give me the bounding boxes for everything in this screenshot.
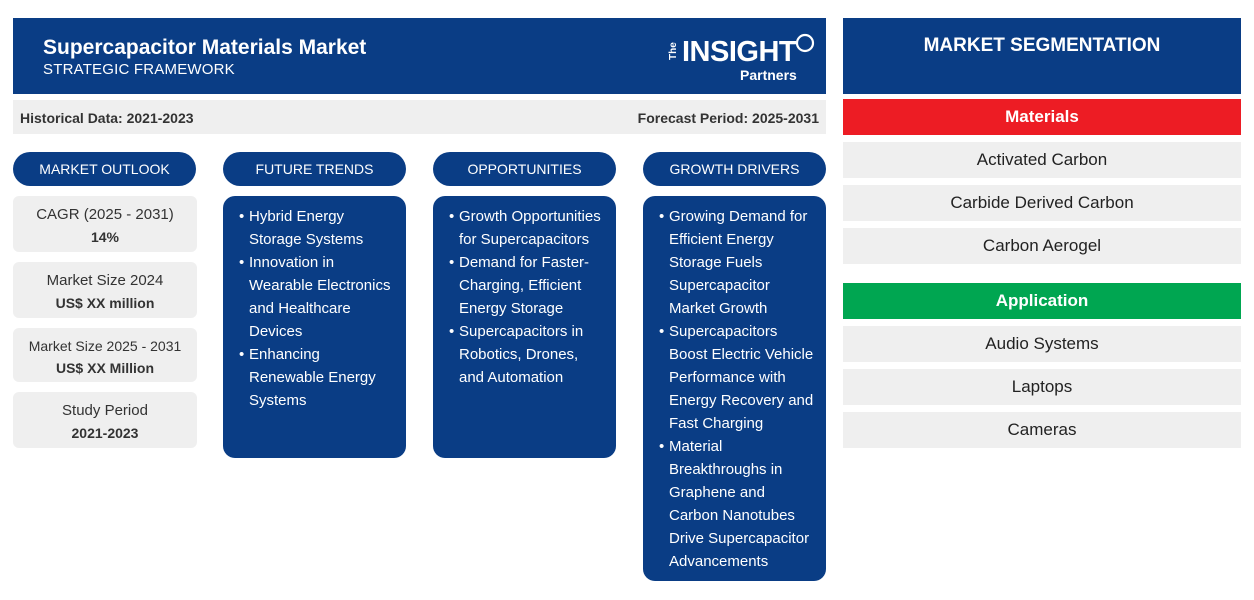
logo-the-text: The: [668, 42, 679, 60]
logo-partners-text: Partners: [740, 67, 797, 83]
study-period-value: 2021-2023: [71, 425, 139, 441]
market-outlook-header: MARKET OUTLOOK: [13, 152, 196, 186]
growth-drivers-panel: Growing Demand for Efficient Energy Stor…: [643, 196, 826, 581]
insight-partners-logo: The INSIGHT Partners: [668, 30, 818, 86]
cagr-card: CAGR (2025 - 2031) 14%: [13, 196, 197, 252]
market-size-2024-value: US$ XX million: [55, 295, 155, 311]
list-item: Enhancing Renewable Energy Systems: [239, 343, 396, 412]
list-item: Growing Demand for Efficient Energy Stor…: [659, 205, 816, 320]
segment-item-cameras: Cameras: [843, 412, 1241, 448]
study-period-card: Study Period 2021-2023: [13, 392, 197, 448]
segment-item-carbide-derived-carbon: Carbide Derived Carbon: [843, 185, 1241, 221]
list-item: Supercapacitors in Robotics, Drones, and…: [449, 320, 606, 389]
materials-header: Materials: [843, 99, 1241, 135]
report-header: Supercapacitor Materials Market STRATEGI…: [13, 18, 826, 94]
cagr-label: CAGR (2025 - 2031): [36, 206, 174, 223]
market-segmentation-title: MARKET SEGMENTATION: [843, 18, 1241, 94]
market-size-forecast-card: Market Size 2025 - 2031 US$ XX Million: [13, 328, 197, 382]
list-item: Supercapacitors Boost Electric Vehicle P…: [659, 320, 816, 435]
segment-item-carbon-aerogel: Carbon Aerogel: [843, 228, 1241, 264]
report-title: Supercapacitor Materials Market: [43, 36, 367, 59]
market-size-forecast-label: Market Size 2025 - 2031: [28, 338, 182, 354]
historical-data: Historical Data: 2021-2023: [20, 110, 194, 126]
list-item: Growth Opportunities for Supercapacitors: [449, 205, 606, 251]
logo-swoosh-icon: [795, 33, 815, 53]
segment-item-audio-systems: Audio Systems: [843, 326, 1241, 362]
study-period-label: Study Period: [62, 402, 148, 419]
logo-insight-text: INSIGHT: [682, 36, 797, 68]
market-size-2024-card: Market Size 2024 US$ XX million: [13, 262, 197, 318]
list-item: Material Breakthroughs in Graphene and C…: [659, 435, 816, 573]
future-trends-header: FUTURE TRENDS: [223, 152, 406, 186]
list-item: Hybrid Energy Storage Systems: [239, 205, 396, 251]
market-size-2024-label: Market Size 2024: [46, 272, 164, 289]
market-size-forecast-value: US$ XX Million: [55, 360, 154, 376]
application-header: Application: [843, 283, 1241, 319]
future-trends-panel: Hybrid Energy Storage Systems Innovation…: [223, 196, 406, 458]
report-subtitle: STRATEGIC FRAMEWORK: [43, 61, 235, 78]
opportunities-header: OPPORTUNITIES: [433, 152, 616, 186]
segment-item-activated-carbon: Activated Carbon: [843, 142, 1241, 178]
list-item: Demand for Faster-Charging, Efficient En…: [449, 251, 606, 320]
cagr-value: 14%: [90, 229, 120, 245]
segment-item-laptops: Laptops: [843, 369, 1241, 405]
growth-drivers-header: GROWTH DRIVERS: [643, 152, 826, 186]
forecast-period: Forecast Period: 2025-2031: [637, 110, 819, 126]
opportunities-panel: Growth Opportunities for Supercapacitors…: [433, 196, 616, 458]
list-item: Innovation in Wearable Electronics and H…: [239, 251, 396, 343]
period-bar: Historical Data: 2021-2023 Forecast Peri…: [13, 100, 826, 134]
